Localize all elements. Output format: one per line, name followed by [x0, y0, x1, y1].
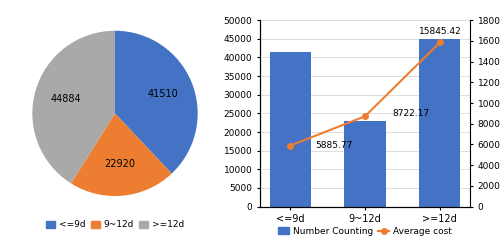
Wedge shape — [115, 31, 198, 174]
Text: 22920: 22920 — [104, 160, 136, 169]
Legend: Number Counting, Average cost: Number Counting, Average cost — [274, 223, 456, 239]
Text: 41510: 41510 — [148, 89, 178, 100]
Text: 8722.17: 8722.17 — [393, 109, 430, 118]
Text: 5885.77: 5885.77 — [315, 141, 352, 150]
Bar — [344, 121, 386, 207]
Legend: <=9d, 9~12d, >=12d: <=9d, 9~12d, >=12d — [42, 217, 188, 233]
Wedge shape — [71, 113, 172, 196]
Text: 15845.42: 15845.42 — [418, 27, 461, 36]
Bar — [420, 39, 461, 207]
Wedge shape — [32, 31, 115, 183]
Text: 44884: 44884 — [50, 94, 81, 104]
Bar — [270, 52, 310, 207]
